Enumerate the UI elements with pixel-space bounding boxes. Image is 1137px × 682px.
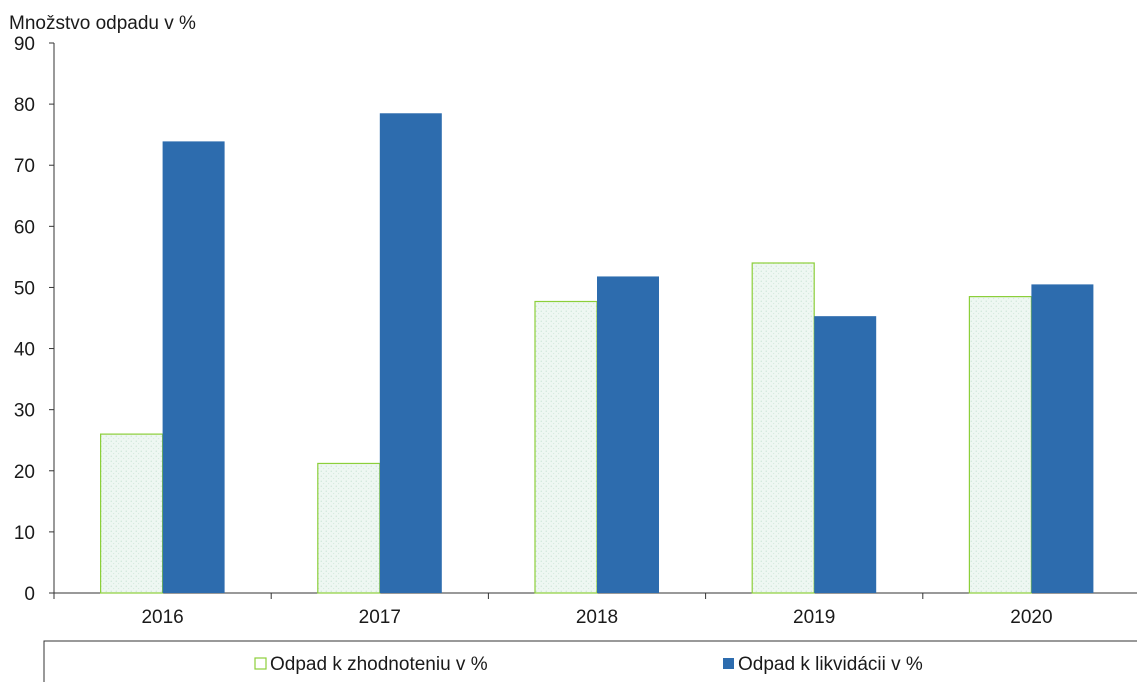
legend-swatch-disposal [723, 658, 734, 669]
x-tick-label: 2020 [1010, 607, 1052, 628]
x-tick-label: 2018 [576, 607, 618, 628]
bar-disposal [162, 141, 225, 593]
y-tick-label: 60 [14, 217, 35, 238]
legend-swatch-recovery [254, 657, 267, 670]
bar-disposal [814, 316, 877, 593]
legend-label-recovery: Odpad k zhodnoteniu v % [270, 654, 488, 675]
bar-recovery [534, 300, 598, 594]
y-tick-label: 90 [14, 34, 35, 55]
y-axis: 0 10 20 30 40 50 60 70 80 90 [14, 34, 55, 605]
y-tick-label: 30 [14, 401, 35, 422]
y-tick-label: 50 [14, 278, 35, 299]
y-tick-label: 40 [14, 340, 35, 361]
y-tick-label: 0 [24, 584, 35, 605]
bar-recovery [99, 433, 164, 594]
bar-recovery [317, 462, 381, 594]
bar-disposal [1031, 284, 1094, 593]
y-axis-title: Množstvo odpadu v % [9, 13, 196, 34]
x-tick-label: 2016 [141, 607, 183, 628]
bar-disposal [597, 276, 659, 593]
legend: Odpad k zhodnoteniu v % Odpad k likvidác… [43, 640, 1137, 682]
x-axis: 2016 2017 2018 2019 2020 [53, 592, 1137, 628]
bar-recovery [968, 296, 1033, 594]
y-tick-label: 20 [14, 462, 35, 483]
y-tick-label: 70 [14, 156, 35, 177]
x-tick-label: 2017 [359, 607, 401, 628]
bar-disposal [379, 113, 442, 594]
legend-box [43, 640, 1137, 682]
bar-recovery [751, 262, 815, 594]
y-tick-label: 80 [14, 95, 35, 116]
legend-label-disposal: Odpad k likvidácii v % [738, 654, 923, 675]
bars [99, 113, 1094, 594]
y-tick-label: 10 [14, 523, 35, 544]
x-tick-label: 2019 [793, 607, 835, 628]
